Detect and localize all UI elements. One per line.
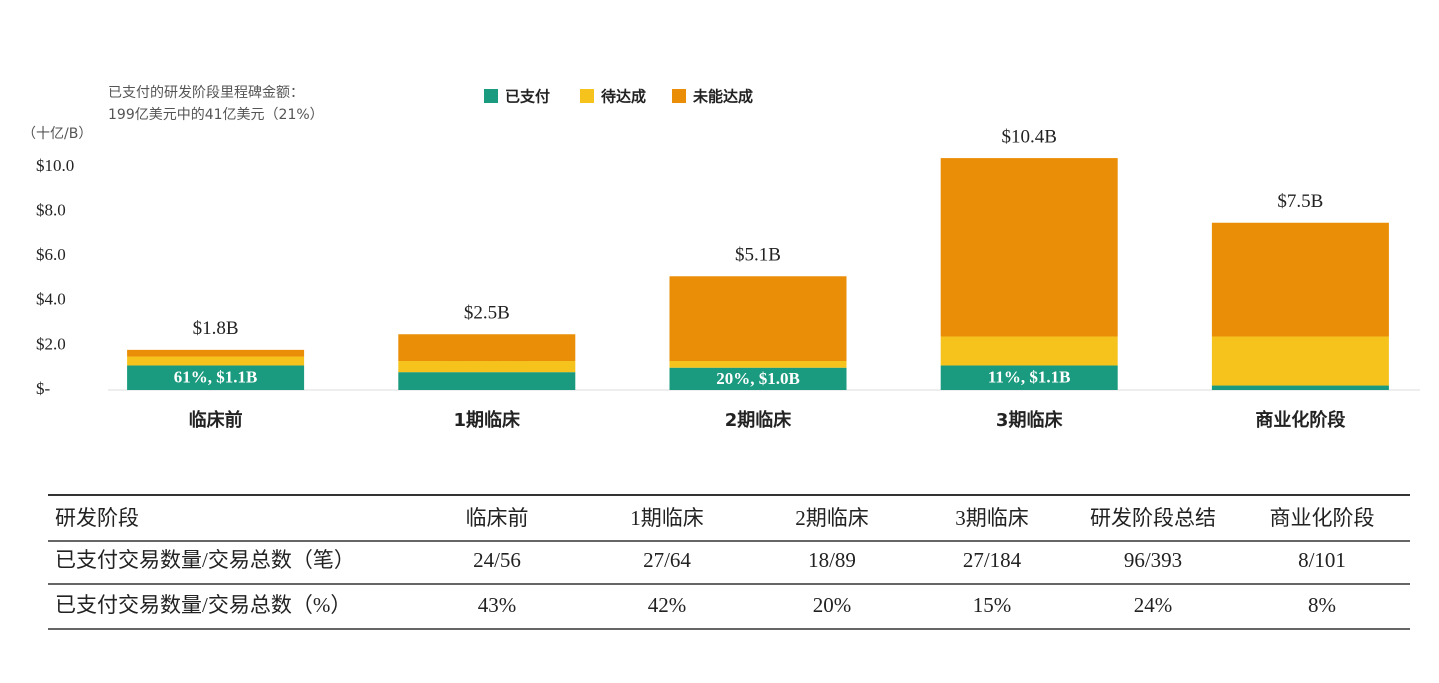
table-header-cell: 2期临床 xyxy=(795,506,869,530)
table-header-cell: 临床前 xyxy=(466,506,529,530)
data-label: 11%, $1.1B xyxy=(988,368,1071,387)
total-label: $7.5B xyxy=(1277,191,1323,212)
bar-segment xyxy=(940,158,1118,337)
subtitle: 已支付的研发阶段里程碑金额： xyxy=(108,85,304,101)
table-cell: 18/89 xyxy=(808,548,856,572)
bar-segment xyxy=(398,372,576,390)
x-tick-label: 2期临床 xyxy=(725,409,793,431)
table-cell: 已支付交易数量/交易总数（笔） xyxy=(55,548,355,572)
table-header-cell: 研发阶段总结 xyxy=(1090,506,1216,530)
y-tick-label: $10.0 xyxy=(36,156,74,175)
bar-segment xyxy=(127,349,305,357)
subtitle: 199亿美元中的41亿美元（21%） xyxy=(108,107,324,123)
bar-segment xyxy=(398,361,576,373)
total-label: $1.8B xyxy=(193,318,239,339)
x-tick-label: 1期临床 xyxy=(454,409,522,431)
bar-segment xyxy=(1211,222,1389,337)
bar-segment xyxy=(940,365,1118,390)
table-cell: 43% xyxy=(478,593,517,617)
table-cell: 27/184 xyxy=(963,548,1022,572)
table-cell: 15% xyxy=(973,593,1012,617)
legend-swatch xyxy=(580,89,594,103)
table-cell: 8/101 xyxy=(1298,548,1346,572)
data-label: 20%, $1.0B xyxy=(716,369,800,388)
y-tick-label: $2.0 xyxy=(36,334,66,353)
legend-label: 未能达成 xyxy=(692,88,753,106)
table-header-cell: 3期临床 xyxy=(955,506,1029,530)
bar-segment xyxy=(669,276,847,362)
bar-segment xyxy=(1211,385,1389,390)
legend-swatch xyxy=(672,89,686,103)
table-cell: 24% xyxy=(1134,593,1173,617)
bar-segment xyxy=(1211,336,1389,386)
table-header-cell: 1期临床 xyxy=(630,506,704,530)
total-label: $5.1B xyxy=(735,245,781,266)
bar-segment xyxy=(669,361,847,368)
total-label: $10.4B xyxy=(1001,126,1056,147)
table-cell: 27/64 xyxy=(643,548,691,572)
legend-label: 已支付 xyxy=(505,88,550,106)
table-cell: 24/56 xyxy=(473,548,521,572)
table-header-cell: 研发阶段 xyxy=(55,506,139,530)
data-label: 61%, $1.1B xyxy=(174,368,258,387)
table-header-cell: 商业化阶段 xyxy=(1270,506,1375,530)
legend-label: 待达成 xyxy=(601,88,646,106)
y-tick-label: $- xyxy=(36,379,51,398)
x-tick-label: 商业化阶段 xyxy=(1255,409,1346,431)
bar-segment xyxy=(940,336,1118,366)
y-tick-label: $4.0 xyxy=(36,290,66,309)
table-cell: 20% xyxy=(813,593,852,617)
bar-segment xyxy=(669,367,847,390)
x-tick-label: 临床前 xyxy=(189,409,243,431)
bar-segment xyxy=(127,356,305,366)
table-cell: 8% xyxy=(1308,593,1336,617)
table-cell: 96/393 xyxy=(1124,548,1182,572)
y-tick-label: $8.0 xyxy=(36,201,66,220)
y-axis-label: （十亿/B） xyxy=(22,126,92,142)
bar-segment xyxy=(398,334,576,362)
total-label: $2.5B xyxy=(464,303,510,324)
table-cell: 已支付交易数量/交易总数（%） xyxy=(55,593,351,617)
table-cell: 42% xyxy=(648,593,687,617)
y-tick-label: $6.0 xyxy=(36,245,66,264)
x-tick-label: 3期临床 xyxy=(996,409,1064,431)
legend-swatch xyxy=(484,89,498,103)
bar-segment xyxy=(127,365,305,390)
